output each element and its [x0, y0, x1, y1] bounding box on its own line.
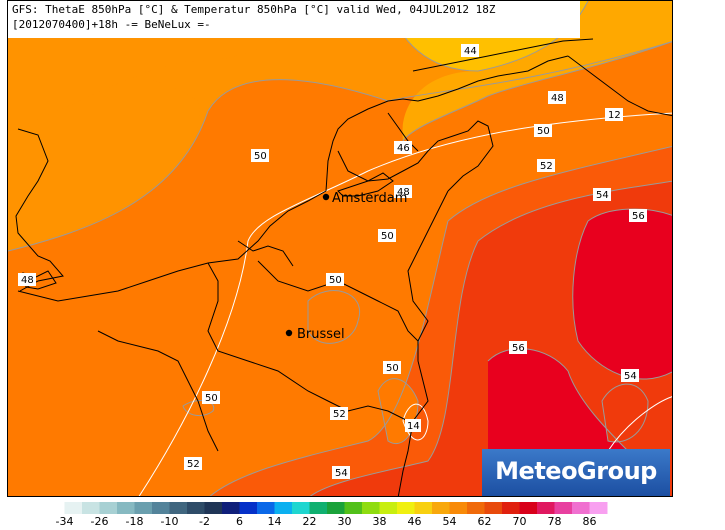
scale-swatch: [537, 502, 555, 514]
scale-tick-label: -34: [55, 515, 74, 528]
scale-tick-label: 22: [302, 515, 317, 528]
scale-swatch: [379, 502, 398, 514]
contour-label: 12: [608, 110, 621, 121]
contour-label: 44: [464, 46, 477, 57]
scale-swatch: [432, 502, 450, 514]
scale-swatch: [327, 502, 345, 514]
contour-label: 50: [386, 363, 399, 374]
scale-swatch: [64, 502, 83, 514]
contour-label: 48: [21, 275, 34, 286]
theta-e-map: 44 48 50 48 46 50 52 54 56 48 50 50 50 5…: [8, 1, 672, 496]
logo-text: MeteoGroup: [495, 457, 657, 485]
scale-swatch: [414, 502, 433, 514]
band-50-center: [308, 290, 360, 344]
contour-label: 56: [632, 211, 645, 222]
scale-swatch: [449, 502, 468, 514]
scale-swatch: [362, 502, 380, 514]
scale-swatch: [344, 502, 363, 514]
band-46: [402, 1, 672, 141]
contour-label: 52: [187, 459, 200, 470]
scale-tick-label: 6: [236, 515, 243, 528]
contour-label: 54: [624, 371, 637, 382]
contour-labels: 44 48 50 48 46 50 52 54 56 48 50 50 50 5…: [18, 44, 647, 479]
contour-label: 50: [381, 231, 394, 242]
scale-tick-label: 86: [582, 515, 597, 528]
scale-swatch: [47, 502, 65, 514]
contour-label: 50: [205, 393, 218, 404]
map-subtitle: [2012070400]+18h -= BeNeLux =-: [12, 18, 211, 31]
scale-swatch: [502, 502, 520, 514]
scale-swatch: [554, 502, 573, 514]
contour-label: 50: [537, 126, 550, 137]
scale-tick-label: 46: [407, 515, 422, 528]
scale-swatch: [117, 502, 135, 514]
map-title: GFS: ThetaE 850hPa [°C] & Temperatur 850…: [12, 3, 496, 16]
scale-tick-label: -18: [125, 515, 144, 528]
scale-swatch: [484, 502, 503, 514]
scale-swatch: [204, 502, 223, 514]
city-dot-icon: [322, 193, 330, 201]
theta-e-contours: [8, 1, 672, 496]
contour-label: 52: [540, 161, 553, 172]
band-56-east: [572, 209, 672, 379]
contour-label: 48: [397, 187, 410, 198]
scale-tick-label: 30: [337, 515, 352, 528]
scale-tick-label: 78: [547, 515, 562, 528]
coastlines-borders: [15, 38, 672, 496]
city-label-amsterdam: Amsterdam: [332, 191, 407, 206]
contour-label: 50: [254, 151, 267, 162]
contour-label: 54: [335, 468, 348, 479]
scale-tick-label: -10: [160, 515, 179, 528]
scale-swatch: [134, 502, 153, 514]
city-markers: Amsterdam Brussel: [285, 191, 407, 342]
scale-tick-label: 70: [512, 515, 527, 528]
contour-label: 56: [512, 343, 525, 354]
scale-tick-label: 38: [372, 515, 387, 528]
scale-swatch: [292, 502, 310, 514]
contour-label: 48: [551, 93, 564, 104]
scale-swatch: [99, 502, 118, 514]
color-scale-bar: [47, 502, 608, 514]
scale-swatch: [187, 502, 205, 514]
scale-tick-label: 14: [267, 515, 282, 528]
contour-label: 54: [596, 190, 609, 201]
scale-swatch: [239, 502, 258, 514]
scale-swatch: [152, 502, 170, 514]
scale-swatch: [309, 502, 328, 514]
scale-swatch: [222, 502, 240, 514]
scale-swatch: [519, 502, 538, 514]
scale-swatch: [257, 502, 275, 514]
meteogroup-logo: MeteoGroup: [482, 449, 670, 496]
city-label-brussel: Brussel: [297, 327, 345, 342]
contour-label: 52: [333, 409, 346, 420]
scale-swatch: [397, 502, 415, 514]
scale-swatch: [169, 502, 188, 514]
city-dot-icon: [285, 329, 293, 337]
band-54-pocket: [602, 384, 648, 442]
scale-tick-label: 62: [477, 515, 492, 528]
scale-tick-label: 54: [442, 515, 457, 528]
contour-label: 50: [329, 275, 342, 286]
scale-tick-label: -26: [90, 515, 109, 528]
scale-swatch: [82, 502, 100, 514]
temperature-contours: [138, 112, 672, 496]
scale-swatch: [274, 502, 293, 514]
scale-tick-label: -2: [199, 515, 210, 528]
scale-swatch: [572, 502, 590, 514]
scale-swatch: [467, 502, 485, 514]
scale-swatch: [589, 502, 608, 514]
band-48-west: [8, 70, 200, 251]
band-56-south: [488, 348, 628, 451]
contour-label: 46: [397, 143, 410, 154]
map-title-box: GFS: ThetaE 850hPa [°C] & Temperatur 850…: [8, 1, 580, 38]
weather-map: 44 48 50 48 46 50 52 54 56 48 50 50 50 5…: [7, 0, 673, 497]
contour-label: 14: [407, 421, 420, 432]
